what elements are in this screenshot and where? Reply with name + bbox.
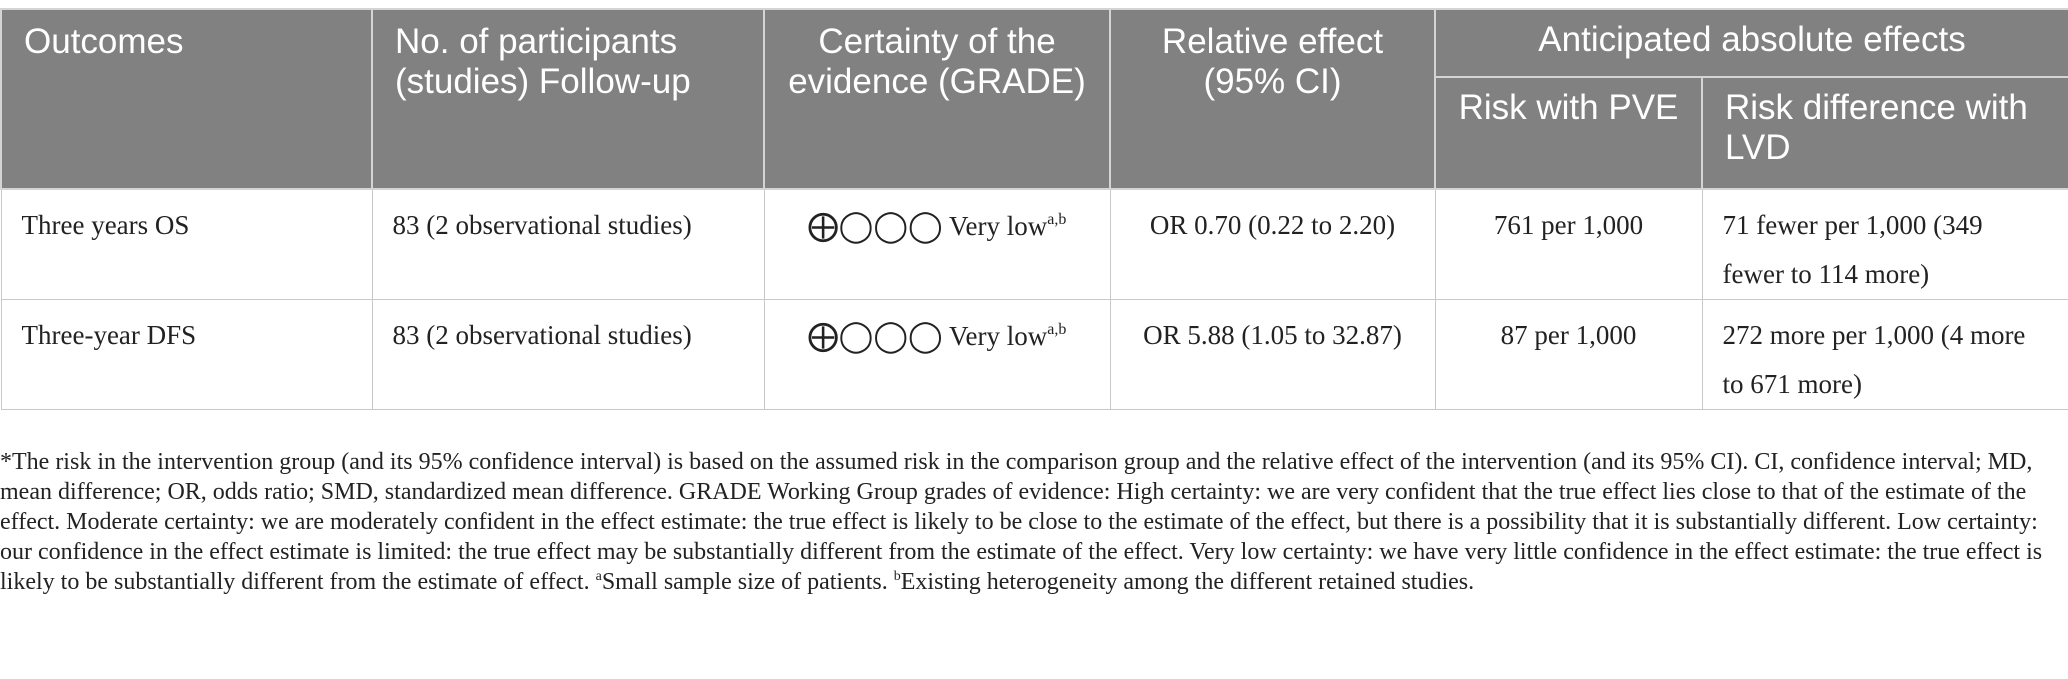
footnote-marker-a: a: [595, 569, 602, 584]
certainty-label: Very low: [949, 321, 1048, 351]
table-row: Three-year DFS 83 (2 observational studi…: [0, 299, 2068, 410]
evidence-table: Outcomes No. of participants (studies) F…: [0, 8, 2068, 410]
cell-participants: 83 (2 observational studies): [371, 188, 765, 300]
header-certainty: Certainty of the evidence (GRADE): [763, 8, 1111, 190]
header-risk-difference: Risk difference with LVD: [1700, 76, 2068, 190]
certainty-label: Very low: [949, 211, 1048, 241]
cell-risk-difference: 272 more per 1,000 (4 more to 671 more): [1701, 299, 2068, 410]
grade-rating-icon: ⨁◯◯◯: [807, 318, 943, 353]
footnote-a-text: Small sample size of patients.: [601, 569, 894, 595]
cell-risk-pve: 87 per 1,000: [1434, 299, 1703, 410]
header-outcomes: Outcomes: [0, 8, 373, 190]
cell-outcome: Three-year DFS: [0, 299, 373, 410]
footnote-b-text: Existing heterogeneity among the differe…: [900, 569, 1475, 595]
cell-certainty: ⨁◯◯◯ Very lowa,b: [763, 188, 1111, 300]
certainty-footnote-marker: a,b: [1047, 211, 1067, 228]
header-participants: No. of participants (studies) Follow-up: [371, 8, 765, 190]
cell-relative-effect: OR 5.88 (1.05 to 32.87): [1109, 299, 1436, 410]
cell-relative-effect: OR 0.70 (0.22 to 2.20): [1109, 188, 1436, 300]
header-anticipated-effects: Anticipated absolute effects: [1433, 8, 2068, 78]
grade-rating-icon: ⨁◯◯◯: [807, 208, 943, 243]
header-risk-pve: Risk with PVE: [1434, 76, 1703, 190]
cell-risk-pve: 761 per 1,000: [1434, 188, 1703, 300]
cell-participants: 83 (2 observational studies): [371, 299, 765, 410]
footnote-main: *The risk in the intervention group (and…: [0, 449, 2043, 595]
table-row: Three years OS 83 (2 observational studi…: [0, 188, 2068, 300]
header-relative-effect: Relative effect (95% CI): [1109, 8, 1436, 190]
certainty-footnote-marker: a,b: [1047, 321, 1067, 338]
cell-risk-difference: 71 fewer per 1,000 (349 fewer to 114 mor…: [1701, 188, 2068, 300]
footnote-marker-b: b: [893, 569, 901, 584]
cell-certainty: ⨁◯◯◯ Very lowa,b: [763, 299, 1111, 410]
table-footnote: *The risk in the intervention group (and…: [0, 447, 2062, 597]
cell-outcome: Three years OS: [0, 188, 373, 300]
